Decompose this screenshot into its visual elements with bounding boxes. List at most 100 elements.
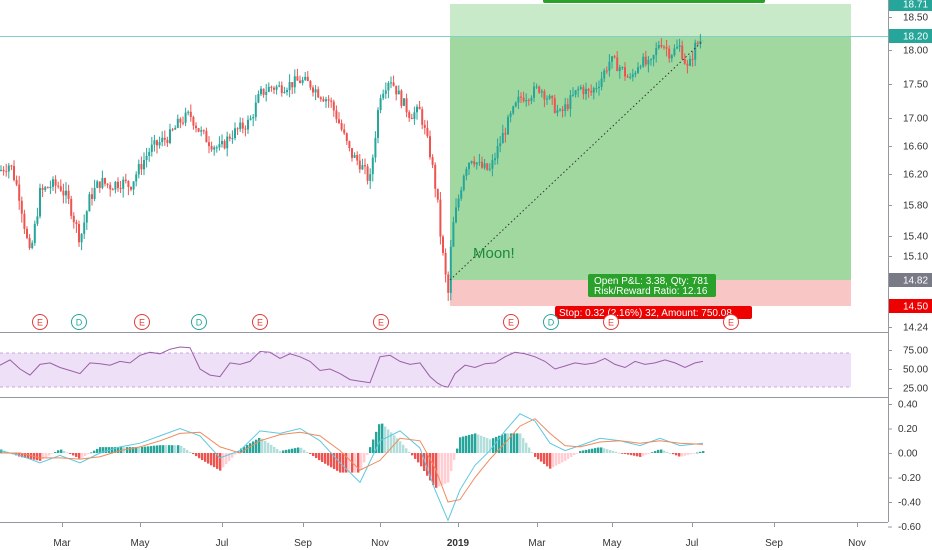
candle-body — [678, 45, 681, 47]
candle-body — [91, 194, 93, 199]
candle-body — [343, 129, 346, 134]
event-marker-d[interactable]: D — [191, 314, 207, 330]
macd-histogram-bar — [321, 453, 324, 463]
macd-histogram-bar — [660, 449, 663, 453]
candle-body — [358, 160, 361, 170]
candle-body — [205, 130, 208, 143]
event-marker-circle[interactable] — [373, 314, 389, 330]
macd-histogram-bar — [570, 453, 573, 457]
candle-body — [624, 67, 626, 77]
candle-body — [28, 237, 31, 249]
macd-histogram-bar — [387, 429, 390, 453]
candle-body — [7, 165, 10, 172]
macd-histogram-bar — [81, 453, 84, 458]
event-marker-e[interactable]: E — [32, 314, 48, 330]
candle-body — [483, 163, 486, 168]
macd-histogram-bar — [609, 450, 612, 453]
macd-histogram-bar — [633, 453, 636, 456]
candle-body — [59, 186, 62, 191]
macd-histogram-bar — [168, 445, 171, 453]
macd-histogram-bar — [696, 452, 699, 454]
event-marker-circle[interactable] — [32, 314, 48, 330]
price-tag: 14.50 — [889, 299, 932, 313]
candle-body — [93, 187, 96, 199]
candle-body — [299, 80, 301, 83]
candle-body — [507, 116, 509, 135]
macd-histogram-bar — [525, 442, 528, 453]
macd-histogram-bar — [411, 453, 414, 456]
event-marker-circle[interactable] — [134, 314, 150, 330]
macd-histogram-bar — [48, 453, 51, 456]
event-marker-circle[interactable] — [252, 314, 268, 330]
candle-body — [626, 76, 629, 78]
candle-body — [150, 144, 153, 152]
candle-body — [595, 88, 598, 90]
candle-body — [218, 144, 221, 148]
macd-histogram-bar — [657, 449, 660, 453]
candle-body — [119, 187, 122, 189]
event-marker-circle[interactable] — [191, 314, 207, 330]
event-marker-d[interactable]: D — [543, 314, 559, 330]
macd-histogram-bar — [174, 445, 177, 453]
candle-body — [351, 148, 353, 158]
event-marker-e[interactable]: E — [503, 314, 519, 330]
macd-histogram-bar — [363, 453, 366, 463]
macd-pane — [0, 413, 705, 522]
event-marker-d[interactable]: D — [71, 314, 87, 330]
candle-body — [70, 198, 73, 216]
macd-histogram-bar — [57, 450, 60, 453]
candle-body — [254, 102, 257, 118]
macd-histogram-bar — [489, 439, 492, 453]
candle-body — [444, 252, 447, 275]
macd-histogram-bar — [72, 453, 75, 456]
candle-body — [249, 118, 252, 120]
candle-body — [332, 101, 335, 111]
event-marker-e[interactable]: E — [723, 314, 739, 330]
candle-body — [101, 178, 104, 188]
event-marker-e[interactable]: E — [603, 314, 619, 330]
macd-histogram-bar — [45, 453, 48, 458]
event-marker-circle[interactable] — [71, 314, 87, 330]
time-axis-label: Mar — [53, 538, 71, 549]
candle-body — [135, 174, 138, 182]
macd-histogram-bar — [63, 451, 66, 453]
candle-body — [228, 136, 231, 139]
candle-body — [455, 207, 457, 223]
macd-histogram-bar — [312, 453, 315, 457]
macd-histogram-bar — [159, 445, 162, 453]
event-marker-e[interactable]: E — [252, 314, 268, 330]
event-marker-circle[interactable] — [723, 314, 739, 330]
macd-histogram-bar — [126, 447, 129, 453]
macd-histogram-bar — [603, 448, 606, 453]
macd-histogram-bar — [258, 437, 261, 453]
event-marker-circle[interactable] — [503, 314, 519, 330]
macd-histogram-bar — [249, 443, 252, 453]
macd-line — [0, 413, 704, 522]
macd-histogram-bar — [612, 450, 615, 453]
candle-body — [2, 169, 5, 172]
macd-axis-label: 0.20 — [898, 424, 918, 435]
candle-body — [75, 222, 78, 225]
macd-histogram-bar — [336, 453, 339, 471]
candle-body — [182, 122, 184, 124]
candle-body — [569, 95, 572, 109]
candle-body — [124, 179, 127, 181]
candle-body — [104, 178, 106, 184]
candle-body — [231, 138, 234, 140]
macd-histogram-bar — [675, 453, 678, 456]
event-marker-circle[interactable] — [603, 314, 619, 330]
price-axis-label: 16.60 — [903, 142, 928, 153]
candle-body — [629, 76, 632, 78]
event-marker-e[interactable]: E — [373, 314, 389, 330]
event-marker-letter: E — [139, 318, 145, 328]
candle-body — [421, 109, 424, 125]
candle-body — [314, 89, 317, 93]
event-marker-circle[interactable] — [543, 314, 559, 330]
candle-body — [494, 158, 496, 161]
macd-histogram-bar — [492, 438, 495, 453]
candle-body — [312, 87, 314, 93]
macd-histogram-bar — [534, 453, 537, 457]
candle-body — [54, 179, 57, 186]
macd-histogram-bar — [360, 453, 363, 471]
event-marker-e[interactable]: E — [134, 314, 150, 330]
